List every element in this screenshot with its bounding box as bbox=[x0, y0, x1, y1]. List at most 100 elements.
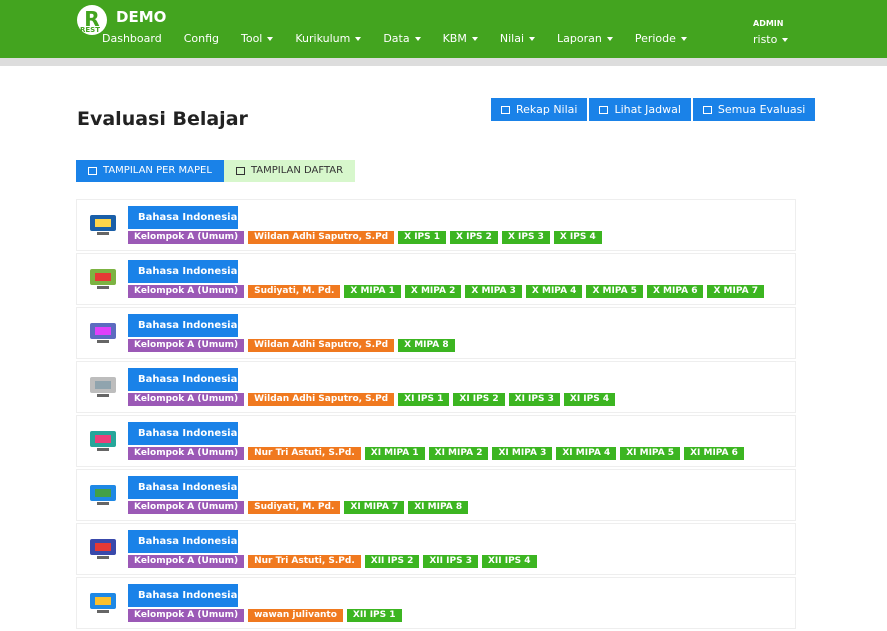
class-tag: XI IPS 2 bbox=[453, 393, 505, 406]
subject-label[interactable]: Bahasa Indonesia bbox=[128, 368, 238, 391]
logo[interactable]: R bbox=[77, 5, 107, 35]
teacher-tag: Nur Tri Astuti, S.Pd. bbox=[248, 447, 361, 460]
nav-item[interactable]: Kurikulum bbox=[295, 32, 361, 45]
subject-row[interactable]: Bahasa Indonesia Kelompok A (Umum) wawan j… bbox=[76, 577, 796, 629]
icon bbox=[90, 377, 116, 397]
subject-icon bbox=[87, 210, 119, 244]
class-tag: X MIPA 2 bbox=[404, 285, 462, 298]
button-label: Lihat Jadwal bbox=[614, 103, 681, 116]
icon bbox=[90, 539, 116, 559]
icon bbox=[90, 215, 116, 235]
subject-row[interactable]: Bahasa Indonesia Kelompok A (Umum) Sudiyat… bbox=[76, 253, 796, 305]
class-tag: XII IPS 2 bbox=[364, 555, 420, 568]
subject-icon bbox=[87, 534, 119, 568]
icon bbox=[90, 269, 116, 289]
subject-label[interactable]: Bahasa Indonesia bbox=[128, 422, 238, 445]
subject-list: Bahasa Indonesia Kelompok A (Umum) Wildan … bbox=[76, 199, 796, 631]
action-button[interactable]: Semua Evaluasi bbox=[692, 98, 816, 121]
subject-icon bbox=[87, 264, 119, 298]
group-tag: Kelompok A (Umum) bbox=[128, 447, 245, 460]
nav-item[interactable]: Dashboard bbox=[102, 32, 162, 45]
subject-label[interactable]: Bahasa Indonesia bbox=[128, 260, 238, 283]
class-tag: X MIPA 7 bbox=[707, 285, 764, 298]
tag-list: Kelompok A (Umum) Wildan Adhi Saputro, S.… bbox=[128, 393, 616, 406]
nav-item[interactable]: Tool bbox=[241, 32, 273, 45]
class-tag: XI MIPA 7 bbox=[344, 501, 405, 514]
subject-icon bbox=[87, 480, 119, 514]
subject-row[interactable]: Bahasa Indonesia Kelompok A (Umum) Nur Tri… bbox=[76, 415, 796, 467]
class-tag: XII IPS 3 bbox=[423, 555, 478, 568]
action-button[interactable]: Lihat Jadwal bbox=[589, 98, 691, 121]
tab-label: TAMPILAN PER MAPEL bbox=[103, 165, 212, 176]
class-tag: XI IPS 1 bbox=[398, 393, 450, 406]
subject-icon bbox=[87, 588, 119, 622]
tab-icon bbox=[235, 167, 245, 175]
navbar: R REST DEMO Dashboard Config Tool Kurikulum… bbox=[0, 0, 887, 58]
subject-row[interactable]: Bahasa Indonesia Kelompok A (Umum) Wildan … bbox=[76, 307, 796, 359]
action-buttons: Rekap Nilai Lihat Jadwal Semua Evaluasi bbox=[491, 98, 816, 121]
class-tag: XII IPS 4 bbox=[481, 555, 537, 568]
subject-icon bbox=[87, 426, 119, 460]
subject-label[interactable]: Bahasa Indonesia bbox=[128, 314, 238, 337]
subject-icon bbox=[87, 372, 119, 406]
view-tabs: TAMPILAN PER MAPEL TAMPILAN DAFTAR bbox=[76, 160, 356, 182]
logo-caption: REST bbox=[80, 26, 100, 34]
user-menu[interactable]: risto bbox=[753, 33, 788, 46]
button-label: Semua Evaluasi bbox=[717, 103, 806, 116]
class-tag: XI MIPA 3 bbox=[492, 447, 553, 460]
class-tag: X MIPA 8 bbox=[398, 339, 455, 352]
teacher-tag: Sudiyati, M. Pd. bbox=[248, 285, 341, 298]
subject-label[interactable]: Bahasa Indonesia bbox=[128, 584, 238, 607]
icon bbox=[90, 593, 116, 613]
view-tab[interactable]: TAMPILAN PER MAPEL bbox=[76, 160, 224, 182]
page-title: Evaluasi Belajar bbox=[77, 108, 248, 130]
tag-list: Kelompok A (Umum) Wildan Adhi Saputro, S.… bbox=[128, 339, 455, 352]
subject-row[interactable]: Bahasa Indonesia Kelompok A (Umum) Sudiyat… bbox=[76, 469, 796, 521]
tag-list: Kelompok A (Umum) Sudiyati, M. Pd. XI MIPA… bbox=[128, 501, 469, 514]
group-tag: Kelompok A (Umum) bbox=[128, 555, 245, 568]
class-tag: XI MIPA 8 bbox=[408, 501, 469, 514]
class-tag: X MIPA 1 bbox=[344, 285, 401, 298]
teacher-tag: Wildan Adhi Saputro, S.Pd bbox=[248, 339, 395, 352]
nav-item[interactable]: Config bbox=[183, 32, 219, 45]
class-tag: XI IPS 4 bbox=[563, 393, 616, 406]
class-tag: XI MIPA 5 bbox=[620, 447, 681, 460]
class-tag: X IPS 4 bbox=[553, 231, 602, 244]
group-tag: Kelompok A (Umum) bbox=[128, 393, 245, 406]
view-tab[interactable]: TAMPILAN DAFTAR bbox=[223, 160, 356, 182]
class-tag: X MIPA 3 bbox=[465, 285, 522, 298]
nav-item[interactable]: Laporan bbox=[557, 32, 613, 45]
action-button[interactable]: Rekap Nilai bbox=[491, 98, 588, 121]
subject-row[interactable]: Bahasa Indonesia Kelompok A (Umum) Wildan … bbox=[76, 199, 796, 251]
class-tag: XI MIPA 1 bbox=[364, 447, 425, 460]
brand[interactable]: DEMO bbox=[116, 8, 167, 26]
button-icon bbox=[599, 105, 609, 114]
separator bbox=[0, 58, 887, 66]
class-tag: X IPS 1 bbox=[398, 231, 447, 244]
button-label: Rekap Nilai bbox=[516, 103, 578, 116]
teacher-tag: Wildan Adhi Saputro, S.Pd bbox=[248, 393, 395, 406]
subject-row[interactable]: Bahasa Indonesia Kelompok A (Umum) Nur Tri… bbox=[76, 523, 796, 575]
subject-row[interactable]: Bahasa Indonesia Kelompok A (Umum) Wildan … bbox=[76, 361, 796, 413]
icon bbox=[90, 431, 116, 451]
group-tag: Kelompok A (Umum) bbox=[128, 501, 245, 514]
group-tag: Kelompok A (Umum) bbox=[128, 339, 245, 352]
teacher-tag: Wildan Adhi Saputro, S.Pd bbox=[248, 231, 395, 244]
class-tag: X IPS 2 bbox=[450, 231, 498, 244]
group-tag: Kelompok A (Umum) bbox=[128, 231, 245, 244]
user-role: ADMIN bbox=[753, 19, 784, 28]
button-icon bbox=[501, 105, 510, 114]
nav-item[interactable]: Data bbox=[383, 32, 420, 45]
nav-item[interactable]: Nilai bbox=[500, 32, 535, 45]
nav-item[interactable]: KBM bbox=[443, 32, 478, 45]
nav-item[interactable]: Periode bbox=[635, 32, 687, 45]
nav-menu: Dashboard Config Tool Kurikulum Data KBM Nilai… bbox=[102, 32, 687, 45]
subject-label[interactable]: Bahasa Indonesia bbox=[128, 476, 238, 499]
class-tag: X IPS 3 bbox=[501, 231, 550, 244]
tag-list: Kelompok A (Umum) Nur Tri Astuti, S.Pd. XI… bbox=[128, 555, 537, 568]
button-icon bbox=[702, 105, 712, 114]
class-tag: XI MIPA 6 bbox=[684, 447, 744, 460]
subject-label[interactable]: Bahasa Indonesia bbox=[128, 206, 238, 229]
class-tag: X MIPA 5 bbox=[586, 285, 643, 298]
subject-label[interactable]: Bahasa Indonesia bbox=[128, 530, 238, 553]
